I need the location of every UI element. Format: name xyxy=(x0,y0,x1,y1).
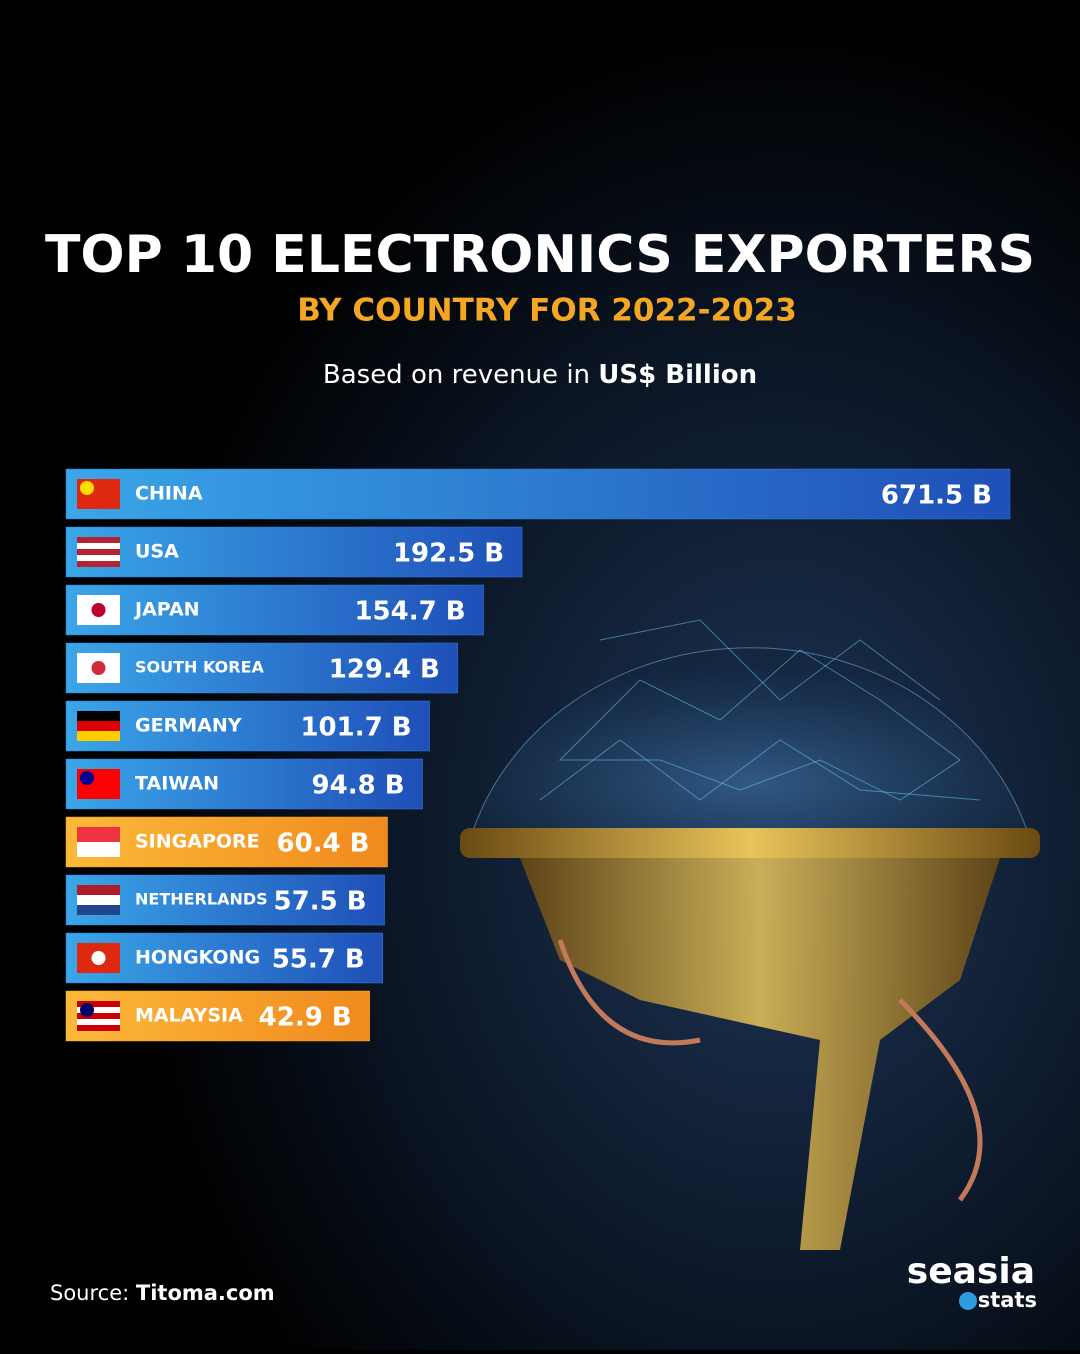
illustration xyxy=(460,619,1040,1250)
source: Source: Titoma.com xyxy=(50,1281,275,1305)
flag-emblem xyxy=(91,603,106,617)
subtitle: BY COUNTRY FOR 2022-2023 xyxy=(297,293,797,329)
flag-stripe xyxy=(77,549,120,555)
flag-stripe xyxy=(77,537,120,543)
brand: seasia xyxy=(907,1251,1035,1292)
flag-emblem xyxy=(80,481,94,495)
flag-stripe xyxy=(77,561,120,567)
value-label: 94.8 B xyxy=(312,771,405,801)
source-name: Titoma.com xyxy=(136,1281,275,1305)
bar xyxy=(65,584,484,636)
value-label: 57.5 B xyxy=(274,887,367,917)
flag-stripe xyxy=(77,905,120,915)
flag-stripe xyxy=(77,1025,120,1031)
category-label: NETHERLANDS xyxy=(135,890,268,909)
flag-stripe xyxy=(77,1019,120,1025)
category-label: GERMANY xyxy=(135,715,242,737)
value-label: 671.5 B xyxy=(881,481,992,511)
flag-stripe xyxy=(77,1007,120,1013)
value-label: 192.5 B xyxy=(393,539,504,569)
flag-stripe xyxy=(77,731,120,741)
category-label: TAIWAN xyxy=(135,773,219,795)
bar xyxy=(65,700,430,752)
category-label: MALAYSIA xyxy=(135,1005,243,1027)
bar xyxy=(65,758,423,810)
category-label: HONGKONG xyxy=(135,947,260,969)
bar xyxy=(65,642,459,694)
flag-emblem xyxy=(91,951,106,965)
flag-stripe xyxy=(77,711,120,721)
bar xyxy=(65,526,523,578)
note: Based on revenue in US$ Billion xyxy=(323,360,757,390)
flag-stripe xyxy=(77,555,120,561)
value-label: 154.7 B xyxy=(354,597,465,627)
title: TOP 10 ELECTRONICS EXPORTERS xyxy=(45,225,1035,285)
flag-stripe xyxy=(77,842,120,857)
category-label: CHINA xyxy=(135,483,203,505)
flag-emblem xyxy=(91,661,106,675)
flag-emblem xyxy=(80,1003,94,1017)
note-unit: US$ Billion xyxy=(598,360,757,390)
flag-emblem xyxy=(80,771,94,785)
flag-stripe xyxy=(77,895,120,905)
category-label: JAPAN xyxy=(133,599,200,621)
bar xyxy=(65,468,1011,520)
flag-stripe xyxy=(77,885,120,895)
brand-sub: stats xyxy=(978,1288,1037,1312)
brand-icon xyxy=(959,1292,977,1310)
note-text: Based on revenue in xyxy=(323,360,590,390)
value-label: 101.7 B xyxy=(300,713,411,743)
category-label: SOUTH KOREA xyxy=(135,658,265,677)
flag-stripe xyxy=(77,827,120,842)
value-label: 60.4 B xyxy=(276,829,369,859)
source-label: Source: xyxy=(50,1281,129,1305)
flag-stripe xyxy=(77,721,120,731)
category-label: SINGAPORE xyxy=(135,831,260,853)
category-label: USA xyxy=(135,541,179,563)
value-label: 55.7 B xyxy=(272,945,365,975)
flag-stripe xyxy=(77,1001,120,1007)
flag-stripe xyxy=(77,1013,120,1019)
bars: CHINA 671.5 B USA 192.5 B JAPAN 154.7 B SOUTH … xyxy=(65,468,1011,1042)
value-label: 42.9 B xyxy=(259,1003,352,1033)
flag-stripe xyxy=(77,543,120,549)
value-label: 129.4 B xyxy=(329,655,440,685)
